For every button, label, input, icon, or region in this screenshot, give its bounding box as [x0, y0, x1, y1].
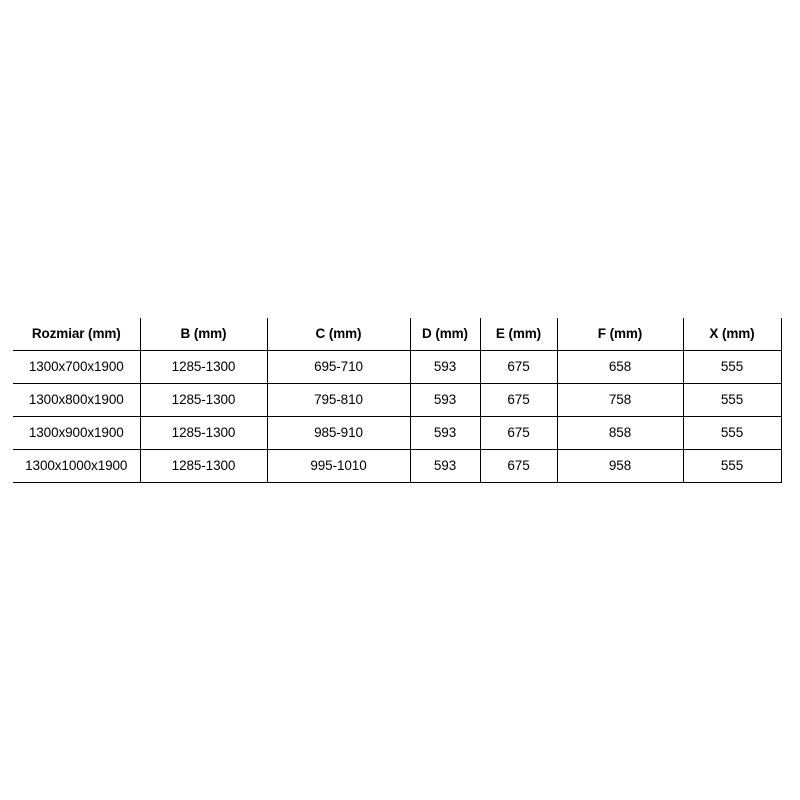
table-cell: 593: [410, 449, 481, 483]
table-cell: 675: [480, 449, 558, 483]
table-cell: 1300x1000x1900: [13, 449, 141, 483]
table-cell: 593: [410, 383, 481, 417]
column-header-6: X (mm): [683, 318, 782, 351]
table-cell: 555: [683, 350, 782, 384]
column-header-5: F (mm): [557, 318, 684, 351]
table-row: 1300x900x1900 1285-1300 985-910 593 675 858 55…: [13, 416, 782, 450]
table-cell: 985-910: [267, 416, 411, 450]
table-cell: 1285-1300: [140, 449, 268, 483]
table-row: 1300x800x1900 1285-1300 795-810 593 675 758 55…: [13, 383, 782, 417]
table-cell: 555: [683, 449, 782, 483]
table-cell: 1285-1300: [140, 383, 268, 417]
table-cell: 795-810: [267, 383, 411, 417]
table-row: 1300x1000x1900 1285-1300 995-1010 593 675 958…: [13, 449, 782, 483]
table-cell: 555: [683, 416, 782, 450]
column-header-1: B (mm): [140, 318, 268, 351]
table-cell: 593: [410, 350, 481, 384]
table-row: 1300x700x1900 1285-1300 695-710 593 675 658 55…: [13, 350, 782, 384]
table-cell: 1285-1300: [140, 350, 268, 384]
table-cell: 675: [480, 350, 558, 384]
table-cell: 675: [480, 416, 558, 450]
table-cell: 858: [557, 416, 684, 450]
table-cell: 675: [480, 383, 558, 417]
table-cell: 1300x800x1900: [13, 383, 141, 417]
table-body: 1300x700x1900 1285-1300 695-710 593 675 658 55…: [13, 350, 782, 483]
table-cell: 658: [557, 350, 684, 384]
table-cell: 1285-1300: [140, 416, 268, 450]
table-header-row: Rozmiar (mm) B (mm) C (mm) D (mm) E (mm) F (m…: [13, 318, 782, 351]
table-cell: 555: [683, 383, 782, 417]
column-header-0: Rozmiar (mm): [13, 318, 141, 351]
table-cell: 1300x700x1900: [13, 350, 141, 384]
table-header: Rozmiar (mm) B (mm) C (mm) D (mm) E (mm) F (m…: [13, 318, 782, 351]
specification-table: Rozmiar (mm) B (mm) C (mm) D (mm) E (mm) F (m…: [13, 318, 782, 483]
table-cell: 758: [557, 383, 684, 417]
specification-table-container: Rozmiar (mm) B (mm) C (mm) D (mm) E (mm) F (m…: [13, 318, 782, 483]
column-header-3: D (mm): [410, 318, 481, 351]
table-cell: 695-710: [267, 350, 411, 384]
table-cell: 995-1010: [267, 449, 411, 483]
table-cell: 1300x900x1900: [13, 416, 141, 450]
table-cell: 958: [557, 449, 684, 483]
column-header-2: C (mm): [267, 318, 411, 351]
table-cell: 593: [410, 416, 481, 450]
column-header-4: E (mm): [480, 318, 558, 351]
